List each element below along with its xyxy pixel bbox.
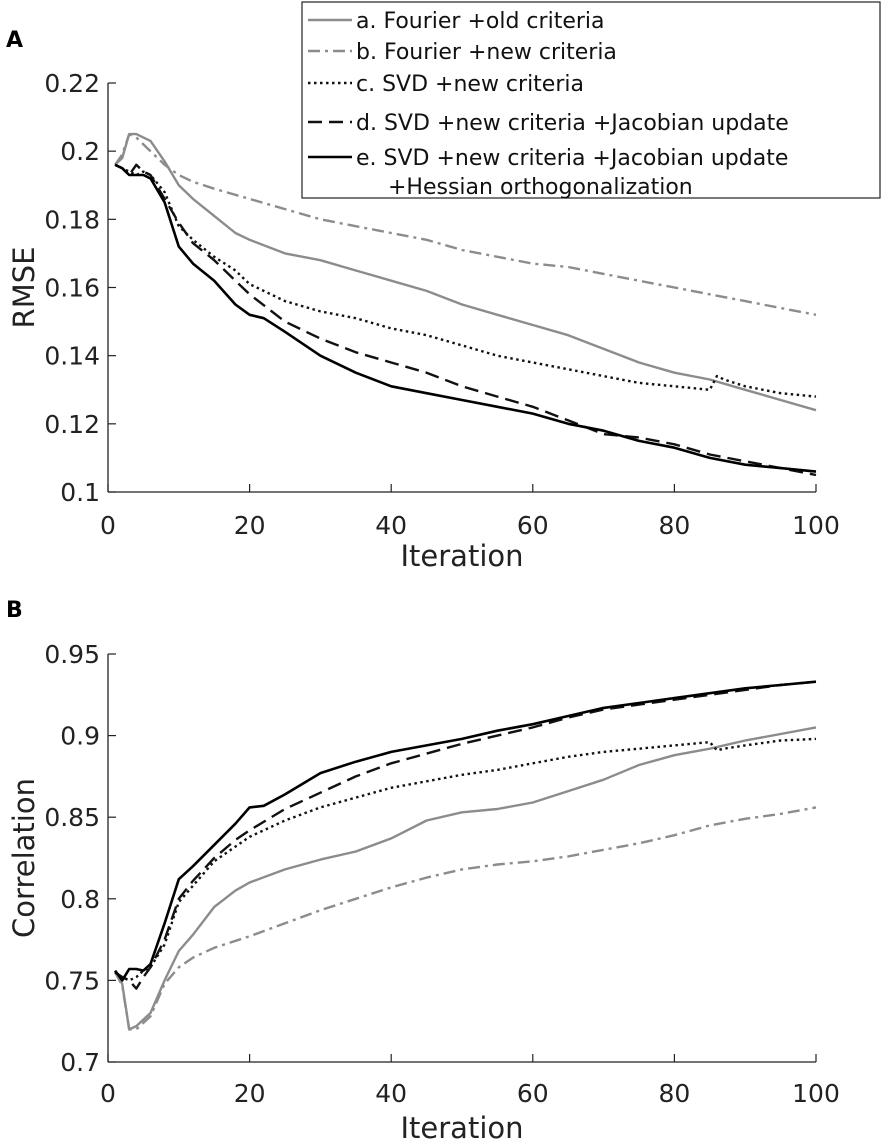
panel-label: A <box>6 28 23 53</box>
x-tick-label: 100 <box>792 511 840 540</box>
y-tick-label: 0.9 <box>60 722 100 751</box>
y-axis-label: Correlation <box>7 778 41 938</box>
x-tick-label: 40 <box>375 1079 407 1108</box>
x-tick-label: 60 <box>517 1079 549 1108</box>
x-tick-label: 20 <box>234 511 266 540</box>
x-tick-label: 80 <box>658 1079 690 1108</box>
legend-entry-label: d. SVD +new criteria +Jacobian update <box>356 111 789 136</box>
series-line-d <box>114 680 817 990</box>
x-tick-label: 60 <box>517 511 549 540</box>
series-line-b <box>114 806 817 1031</box>
y-tick-label: 0.12 <box>44 410 100 439</box>
y-tick-label: 0.2 <box>60 137 100 166</box>
y-tick-label: 0.16 <box>44 274 100 303</box>
legend-entry-label: +Hessian orthogonalization <box>388 175 693 200</box>
panel-b-correlation-chart: B 0.7 0.75 0.8 0.85 0.9 0.95 0 20 40 60 80 100 Iterat… <box>6 598 840 1144</box>
x-tick-label: 100 <box>792 1079 840 1108</box>
legend-entry-label: e. SVD +new criteria +Jacobian update <box>356 146 788 171</box>
legend: a. Fourier +old criteria b. Fourier +new … <box>301 1 881 200</box>
x-axis-label: Iteration <box>400 539 523 573</box>
series-line-b <box>114 132 817 316</box>
legend-box <box>301 1 881 199</box>
y-tick-label: 0.18 <box>44 205 100 234</box>
series-line-a <box>114 726 817 1031</box>
y-tick-label: 0.14 <box>44 342 100 371</box>
x-tick-label: 20 <box>234 1079 266 1108</box>
series-line-d <box>114 163 817 477</box>
panel-label: B <box>6 598 23 623</box>
legend-entry-label: a. Fourier +old criteria <box>356 9 605 34</box>
legend-entry-label: b. Fourier +new criteria <box>356 40 617 65</box>
y-tick-label: 0.8 <box>60 885 100 914</box>
series-line-e <box>114 680 817 982</box>
y-tick-label: 0.75 <box>44 966 100 995</box>
legend-entry-label: c. SVD +new criteria <box>356 72 584 97</box>
y-axis-label: RMSE <box>7 247 41 329</box>
x-tick-label: 0 <box>100 1079 116 1108</box>
series-line-e <box>114 163 817 473</box>
y-tick-label: 0.1 <box>60 478 100 507</box>
series-line-a <box>114 132 817 412</box>
y-tick-label: 0.22 <box>44 69 100 98</box>
y-tick-label: 0.85 <box>44 803 100 832</box>
x-axis-label: Iteration <box>400 1111 523 1144</box>
x-tick-label: 40 <box>375 511 407 540</box>
y-tick-label: 0.95 <box>44 640 100 669</box>
x-tick-label: 0 <box>100 511 116 540</box>
y-tick-label: 0.7 <box>60 1048 100 1077</box>
x-tick-label: 80 <box>658 511 690 540</box>
series-line-c <box>114 737 817 982</box>
panel-a-rmse-chart: A 0.1 0.12 0.14 0.16 0.18 0.2 0.22 0 20 40 60 80 100 I… <box>6 28 840 573</box>
